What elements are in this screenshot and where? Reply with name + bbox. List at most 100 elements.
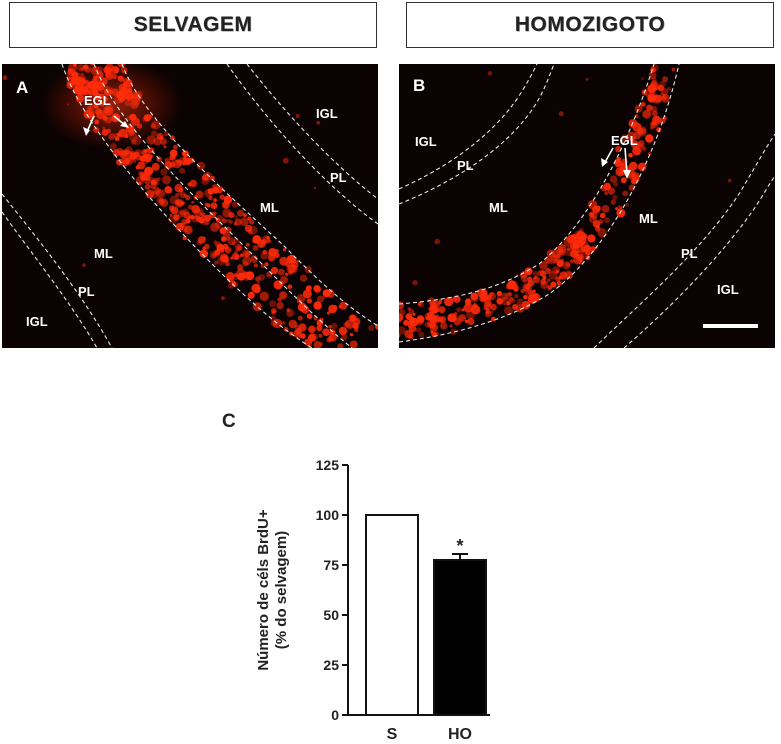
- cell-dot: [418, 331, 425, 338]
- cell-dot: [408, 308, 415, 315]
- scale-bar: [703, 324, 758, 328]
- header-homozigoto: HOMOZIGOTO: [406, 2, 774, 48]
- cell-dot: [631, 171, 637, 177]
- cell-dot: [231, 201, 238, 208]
- cell-dot: [344, 319, 355, 329]
- cell-dot: [610, 199, 616, 205]
- cell-dot: [187, 215, 192, 220]
- cell-dot: [546, 278, 551, 283]
- cell-dot: [159, 137, 168, 146]
- cell-dot: [247, 291, 255, 299]
- cell-dot: [565, 271, 573, 280]
- cell-dot: [430, 307, 438, 314]
- cell-dot: [280, 275, 288, 284]
- cell-dot: [179, 167, 186, 174]
- cell-dot: [470, 292, 479, 301]
- cell-dot: [517, 307, 523, 312]
- cell-dot: [135, 165, 140, 170]
- cell-dot: [285, 272, 289, 276]
- cell-dot: [427, 297, 435, 305]
- cell-dot: [557, 244, 567, 253]
- cell-dot: [222, 243, 229, 250]
- cell-dot: [580, 247, 586, 252]
- cell-dot: [332, 305, 338, 310]
- cell-dot: [209, 175, 215, 181]
- cell-dot: [183, 157, 187, 161]
- cell-dot: [173, 144, 178, 150]
- cell-dot: [276, 301, 284, 310]
- cell-dot: [438, 316, 447, 324]
- cell-dot: [637, 162, 647, 172]
- cell-dot: [540, 280, 549, 289]
- cell-dot: [412, 280, 418, 286]
- cell-dot: [509, 297, 514, 302]
- cell-dot: [182, 150, 189, 158]
- cell-dot: [259, 291, 269, 301]
- cell-dot: [578, 227, 584, 233]
- cell-dot: [195, 216, 202, 223]
- cell-dot: [657, 84, 665, 92]
- cell-dot: [631, 178, 638, 185]
- cell-dot: [156, 189, 165, 199]
- cell-dot: [282, 157, 289, 164]
- cell-dot: [252, 245, 259, 251]
- cell-dot: [264, 262, 269, 267]
- cell-dot: [302, 289, 312, 299]
- cell-dot: [403, 319, 410, 326]
- cell-dot: [625, 202, 629, 207]
- cell-dot: [633, 131, 641, 140]
- cell-dot: [532, 293, 538, 298]
- cell-dot: [216, 256, 226, 266]
- cell-dot: [512, 304, 519, 310]
- cell-dot: [270, 308, 277, 314]
- cell-dot: [496, 290, 503, 297]
- cell-dot: [230, 279, 234, 283]
- y-tick-label: 125: [316, 457, 340, 473]
- cell-dot: [227, 282, 234, 289]
- cell-dot: [467, 317, 475, 325]
- label-ml: ML: [639, 211, 658, 226]
- cell-dot: [545, 255, 555, 265]
- cell-dot: [132, 159, 137, 163]
- cell-dot: [399, 301, 404, 310]
- cell-dot: [279, 256, 289, 266]
- cell-dot: [248, 219, 255, 225]
- cell-dot: [671, 67, 676, 72]
- y-tick-label: 0: [331, 707, 339, 723]
- cell-dot: [569, 259, 574, 264]
- cell-dot: [157, 198, 165, 206]
- cell-dot: [453, 317, 462, 326]
- cell-dot: [408, 316, 416, 324]
- micrograph-a-image: [2, 64, 378, 348]
- cell-dot: [287, 284, 293, 290]
- label-pl: PL: [330, 170, 347, 185]
- cell-dot: [188, 157, 195, 164]
- cell-dot: [191, 200, 195, 204]
- y-tick-label: 100: [316, 507, 340, 523]
- cell-dot: [240, 253, 244, 257]
- cell-dot: [462, 304, 472, 313]
- cell-dot: [609, 175, 618, 183]
- cell-dot: [313, 186, 317, 189]
- bar-chart: 0 25 50 75 100 125 * S HO Número de céls BrdU+…: [255, 457, 490, 743]
- cell-dot: [592, 220, 601, 228]
- cell-dot: [175, 159, 179, 163]
- y-axis-label: Número de céls BrdU+: [255, 509, 272, 671]
- cell-dot: [556, 280, 562, 286]
- cell-dot: [486, 295, 492, 301]
- cell-dot: [129, 152, 138, 160]
- cell-dot: [616, 208, 626, 218]
- cell-dot: [251, 239, 257, 244]
- cell-dot: [601, 205, 610, 213]
- cell-dot: [408, 334, 414, 340]
- cell-dot: [204, 214, 212, 222]
- cell-dot: [267, 239, 272, 244]
- cell-dot: [160, 168, 168, 176]
- micrograph-panel-b: B IGL PL ML EGL ML PL IGL: [399, 64, 775, 348]
- cell-dot: [234, 215, 238, 219]
- cell-dot: [151, 162, 160, 171]
- cell-dot: [226, 218, 230, 223]
- cell-dot: [327, 311, 331, 315]
- cell-dot: [505, 283, 513, 290]
- cell-dot: [286, 308, 291, 312]
